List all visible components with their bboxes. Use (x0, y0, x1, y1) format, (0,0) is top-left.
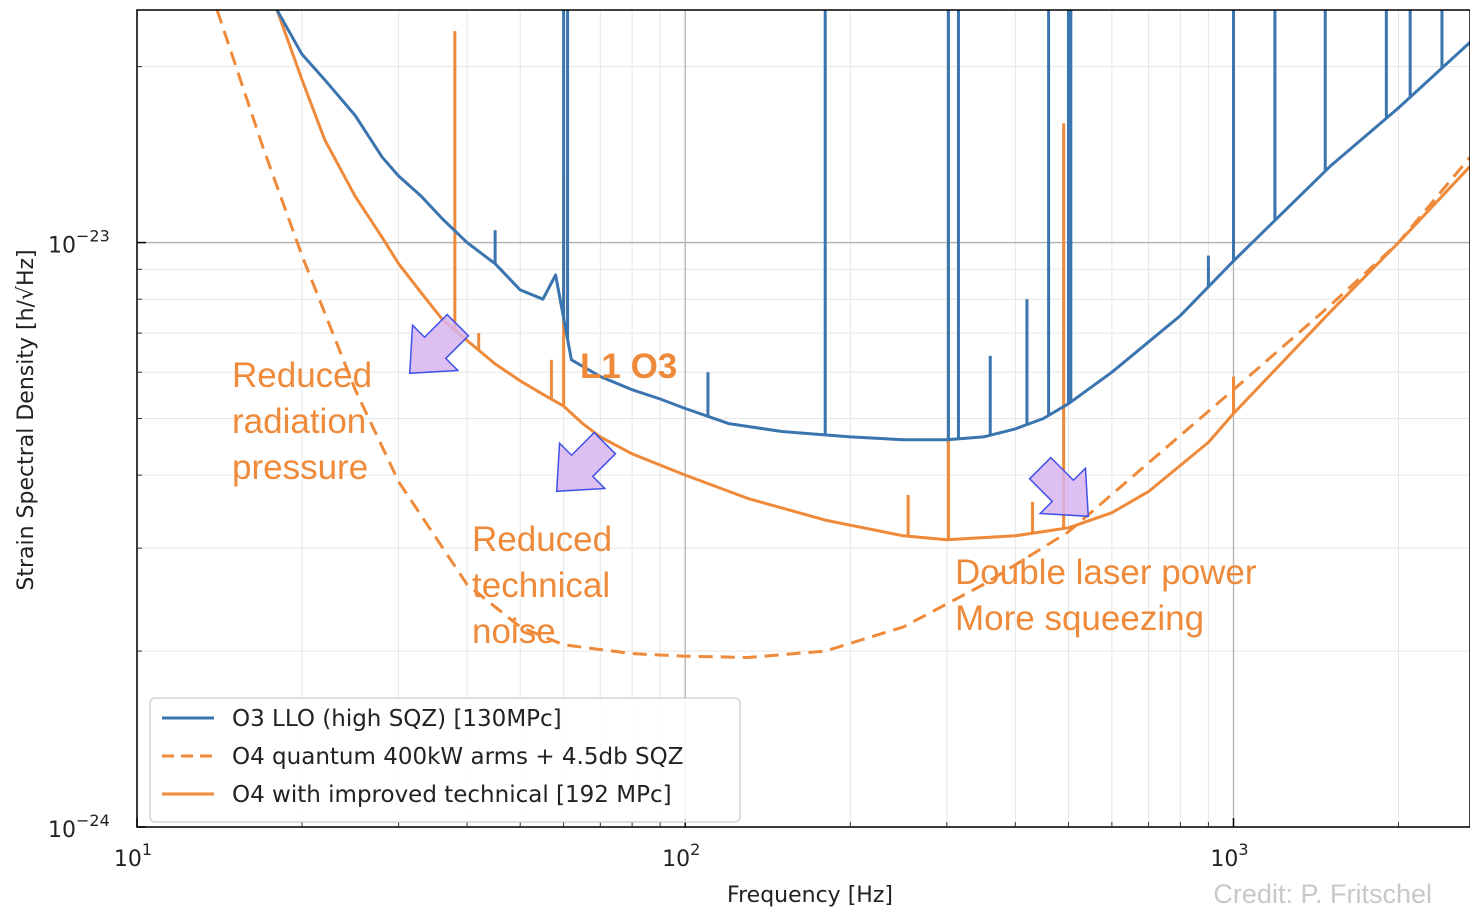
series-line-2 (215, 10, 1470, 659)
series-layer (215, 10, 1470, 659)
annotation-text: pressure (232, 448, 368, 487)
annotation-text: Reduced (472, 520, 612, 559)
annotation-text: noise (472, 612, 556, 651)
y-tick-label: 10−24 (48, 811, 110, 843)
tick-layer: 101 102 103 10−24 10−23 (48, 66, 1400, 872)
arrow-shape (408, 313, 470, 375)
annotation-text: radiation (232, 402, 366, 441)
annotation-text: Double laser power (955, 553, 1257, 592)
x-tick-label: 101 (114, 840, 152, 872)
legend-label: O4 quantum 400kW arms + 4.5db SQZ (232, 744, 683, 770)
annotation-text: Reduced (232, 356, 372, 395)
arrow-icon (408, 313, 470, 375)
annotation-text: technical (472, 566, 610, 605)
legend-box (149, 697, 741, 823)
arrow-shape (555, 431, 617, 493)
annotation-layer: Reduced radiation pressure Reduced technical… (232, 313, 1257, 651)
x-axis-label: Frequency [Hz] (727, 883, 893, 908)
y-tick-label: 10−23 (48, 227, 110, 259)
credit-text: Credit: P. Fritschel (1213, 879, 1432, 909)
y-axis-label: Strain Spectral Density [h/√Hz] (14, 249, 39, 590)
legend-label: O4 with improved technical [192 MPc] (232, 782, 672, 808)
x-tick-label: 102 (662, 840, 700, 872)
annotation-text: L1 O3 (580, 347, 677, 386)
series-line-3 (275, 10, 1470, 542)
arrow-icon (1028, 456, 1090, 518)
arrow-shape (1028, 456, 1090, 518)
legend-label: O3 LLO (high SQZ) [130MPc] (232, 706, 562, 732)
series-line-1 (275, 10, 1470, 442)
arrow-icon (555, 431, 617, 493)
x-tick-label: 103 (1210, 840, 1248, 872)
annotation-text: More squeezing (955, 599, 1204, 638)
legend: O3 LLO (high SQZ) [130MPc] O4 quantum 400… (149, 697, 741, 823)
